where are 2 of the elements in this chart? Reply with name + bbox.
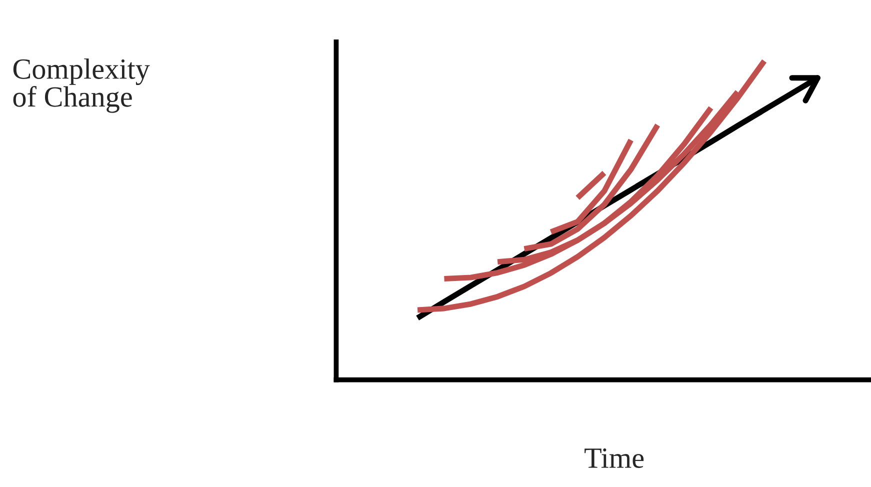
- text: Complexity of Change: [13, 58, 150, 113]
- x-axis-title: Time: [584, 448, 644, 468]
